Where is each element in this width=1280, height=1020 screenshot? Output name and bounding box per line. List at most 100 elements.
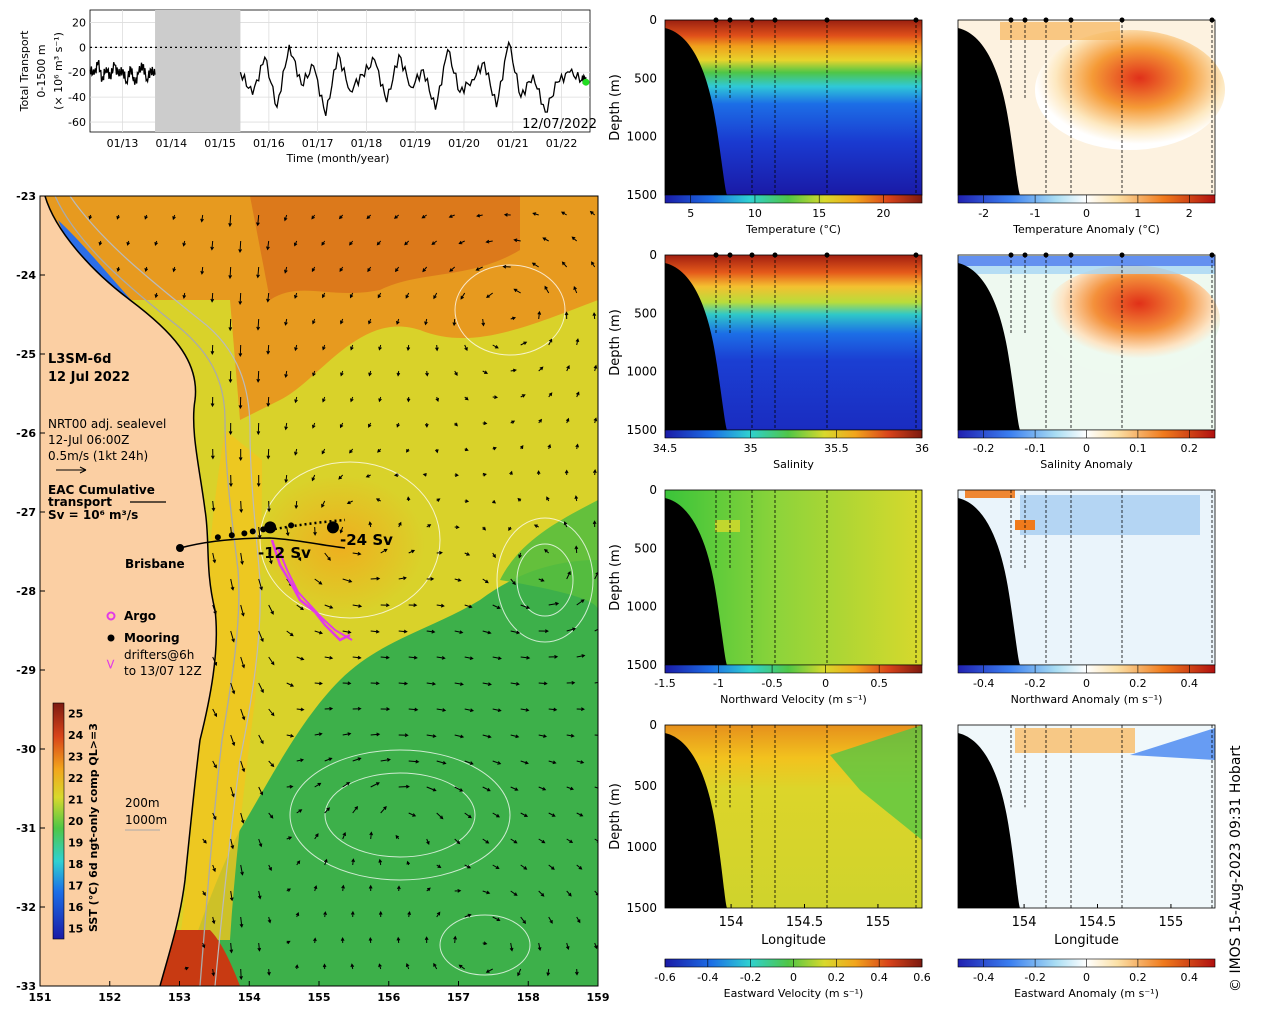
velocity-arrow	[565, 417, 570, 424]
velocity-arrow	[492, 656, 502, 660]
colorbar-tick-label: -0.1	[1024, 442, 1045, 455]
surface-fresh-anomaly	[958, 256, 1215, 266]
velocity-arrow	[377, 448, 382, 453]
velocity-arrow	[258, 734, 264, 745]
velocity-arrow	[323, 911, 327, 918]
velocity-arrow	[286, 940, 291, 945]
velocity-arrow	[286, 888, 291, 892]
velocity-arrow	[421, 214, 427, 219]
velocity-arrow	[380, 707, 391, 711]
velocity-arrow	[492, 760, 502, 765]
velocity-arrow	[405, 292, 410, 299]
x-tick-label: 01/15	[204, 137, 236, 150]
x-tick-label: 01/20	[448, 137, 480, 150]
velocity-arrow	[378, 858, 383, 866]
velocity-arrow	[464, 760, 474, 765]
velocity-arrow	[448, 214, 455, 218]
velocity-arrow	[256, 475, 261, 488]
velocity-arrow	[338, 214, 344, 220]
section-colorbar	[664, 429, 923, 439]
velocity-arrow	[566, 838, 574, 844]
velocity-arrow	[212, 864, 216, 873]
velocity-arrow	[396, 370, 401, 377]
velocity-arrow	[202, 890, 206, 897]
velocity-arrow	[378, 344, 382, 351]
velocity-arrow	[422, 473, 427, 477]
sst-colorbar-tick: 22	[68, 772, 83, 785]
sea-level-contours	[259, 264, 594, 976]
sst-colorbar-tick: 25	[68, 708, 83, 721]
y-tick-label: -32	[16, 901, 36, 914]
velocity-arrow	[548, 812, 556, 817]
velocity-arrow	[368, 884, 373, 891]
velocity-arrow	[517, 497, 522, 502]
velocity-arrow	[510, 890, 518, 896]
velocity-arrow	[240, 604, 245, 617]
colorbar-tick-label: -0.5	[761, 677, 782, 690]
velocity-arrow	[211, 500, 216, 512]
depth-tick-label: 1000	[626, 840, 657, 854]
velocity-arrow	[510, 682, 520, 686]
velocity-arrow	[210, 292, 215, 303]
x-tick-label: 157	[447, 991, 470, 1004]
velocity-arrow	[510, 786, 519, 791]
y-tick-label: -20	[68, 66, 86, 79]
y-tick-label: -60	[68, 116, 86, 129]
velocity-arrow	[324, 604, 334, 609]
colorbar-tick-label: -0.2	[1024, 677, 1045, 690]
velocity-arrow	[436, 708, 447, 712]
depth-axis-label: Depth (m)	[608, 74, 623, 141]
velocity-arrow	[296, 860, 301, 866]
transport-line	[239, 40, 587, 116]
velocity-arrow	[426, 786, 437, 792]
velocity-arrow	[324, 706, 334, 711]
velocity-arrow	[230, 682, 236, 695]
velocity-arrow	[532, 212, 539, 216]
x-tick-label: 152	[98, 991, 121, 1004]
velocity-arrow	[313, 526, 317, 536]
velocity-arrow	[571, 236, 578, 242]
velocity-arrow	[258, 682, 264, 694]
velocity-arrow	[321, 500, 326, 508]
mooring-marker	[249, 528, 256, 535]
velocity-arrow	[340, 937, 345, 944]
velocity-arrow	[594, 942, 598, 950]
velocity-arrow	[240, 864, 244, 876]
colorbar-tick-label: -0.2	[740, 971, 761, 984]
velocity-arrow	[408, 812, 417, 817]
velocity-arrow	[314, 630, 323, 635]
velocity-arrow	[576, 654, 586, 658]
velocity-arrow	[513, 238, 521, 243]
velocity-arrow	[370, 681, 380, 686]
velocity-arrow	[464, 656, 474, 660]
velocity-arrow	[342, 831, 346, 840]
velocity-arrow	[508, 526, 512, 531]
velocity-arrow	[561, 261, 568, 268]
velocity-arrow	[576, 599, 585, 606]
contour	[516, 543, 574, 617]
transport-value-12: -12 Sv	[258, 544, 311, 562]
arrow-scale-icon	[56, 466, 87, 474]
velocity-arrow	[492, 864, 500, 870]
sst-colorbar-fill	[52, 702, 65, 940]
depth-tick-label: 1500	[626, 423, 657, 437]
depth-tick-label: 500	[634, 541, 657, 555]
velocity-arrow	[258, 838, 263, 848]
velocity-arrow	[376, 240, 382, 246]
y-tick-label: -29	[16, 664, 36, 677]
velocity-arrow	[454, 370, 458, 376]
colorbar-tick-label: -2	[978, 207, 989, 220]
velocity-arrow	[294, 500, 299, 510]
lon-tick-label: 154	[719, 915, 744, 930]
velocity-arrow	[398, 681, 409, 686]
x-tick-label: 156	[377, 991, 400, 1004]
velocity-arrow	[352, 805, 359, 814]
velocity-arrow	[210, 344, 215, 355]
colorbar-tick-label: 0	[1083, 677, 1090, 690]
velocity-arrow	[542, 237, 549, 242]
sst-colorbar-tick: 23	[68, 751, 83, 764]
velocity-arrow	[366, 214, 372, 220]
velocity-arrow	[476, 213, 483, 218]
velocity-arrow	[239, 500, 244, 514]
